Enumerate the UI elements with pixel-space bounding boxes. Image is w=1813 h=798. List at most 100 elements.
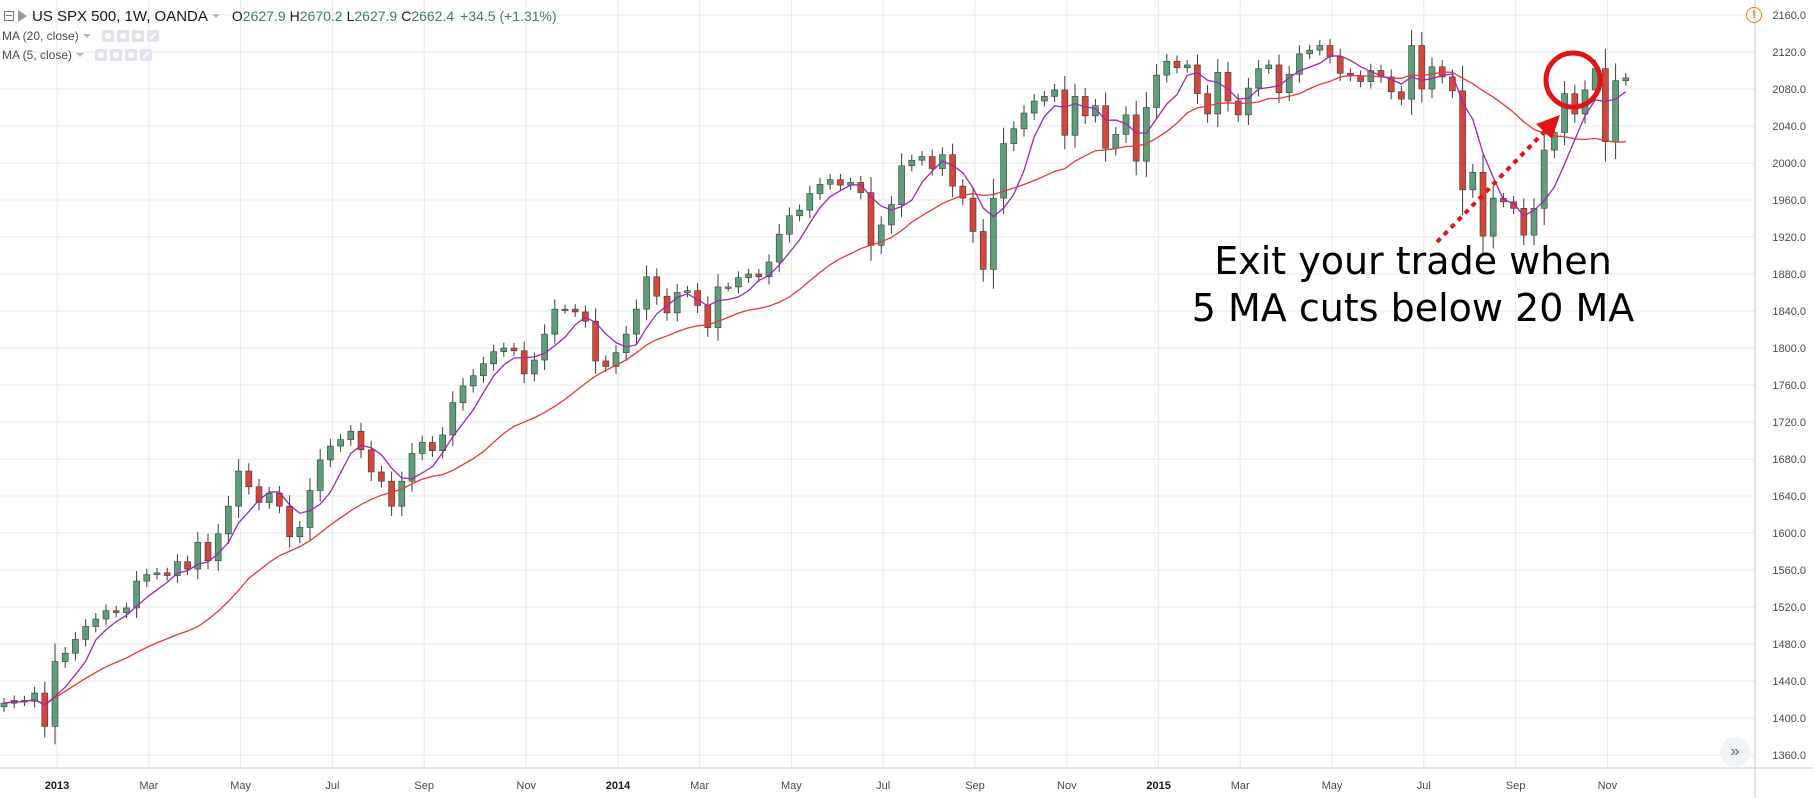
candle[interactable] <box>1102 92 1109 162</box>
candle[interactable] <box>1510 196 1517 215</box>
eye-icon[interactable] <box>95 48 108 61</box>
candle[interactable] <box>41 681 49 738</box>
candle[interactable] <box>1285 65 1293 102</box>
candle[interactable] <box>847 177 854 191</box>
candle[interactable] <box>1010 121 1018 152</box>
candle[interactable] <box>296 521 304 544</box>
candle[interactable] <box>1520 198 1528 246</box>
warning-icon[interactable]: ! <box>1746 7 1762 23</box>
candle[interactable] <box>643 265 650 321</box>
candle[interactable] <box>1255 60 1262 97</box>
ma5-line[interactable] <box>3 55 1627 706</box>
candle[interactable] <box>551 299 559 344</box>
candle[interactable] <box>561 304 569 314</box>
candle[interactable] <box>316 449 324 502</box>
candle[interactable] <box>92 613 100 633</box>
candle[interactable] <box>765 254 773 285</box>
candle[interactable] <box>1530 198 1538 246</box>
candle[interactable] <box>459 377 467 411</box>
candle[interactable] <box>1347 68 1354 82</box>
candle[interactable] <box>1336 48 1344 82</box>
candle[interactable] <box>1540 133 1548 226</box>
candle[interactable] <box>102 604 110 626</box>
candle[interactable] <box>510 342 518 356</box>
candle[interactable] <box>1204 84 1211 123</box>
candle[interactable] <box>1265 59 1273 74</box>
candle[interactable] <box>745 268 752 283</box>
candle[interactable] <box>153 567 161 580</box>
candle[interactable] <box>724 282 732 292</box>
candle[interactable] <box>1153 63 1160 119</box>
candle[interactable] <box>61 647 69 668</box>
time-axis[interactable]: 2013 Mar May Jul Sep Nov 2014 Mar May Jul Sep Nov 20… <box>45 780 1618 792</box>
candle[interactable] <box>480 356 487 383</box>
candle[interactable] <box>990 178 997 289</box>
eye-icon[interactable] <box>101 29 114 42</box>
candle[interactable] <box>1163 53 1171 83</box>
candle[interactable] <box>592 308 599 374</box>
close-icon[interactable] <box>140 48 153 61</box>
candle[interactable] <box>1245 78 1252 125</box>
chevron-down-icon[interactable] <box>76 52 85 57</box>
candle[interactable] <box>520 341 528 384</box>
candle[interactable] <box>1112 126 1120 156</box>
candle[interactable] <box>255 479 263 511</box>
candle[interactable] <box>194 532 202 580</box>
candle[interactable] <box>112 605 120 618</box>
candle[interactable] <box>225 495 232 545</box>
chevron-down-icon[interactable] <box>82 33 91 38</box>
candle[interactable] <box>969 186 977 243</box>
candle[interactable] <box>1398 85 1405 106</box>
candle[interactable] <box>235 459 242 518</box>
annotation-arrow-line[interactable] <box>1435 128 1548 244</box>
ma20-line[interactable] <box>3 71 1626 706</box>
scroll-to-realtime-button[interactable]: » <box>1720 737 1750 767</box>
candle[interactable] <box>1377 64 1385 83</box>
indicator-ma5-name[interactable]: MA (5, close) <box>2 47 73 62</box>
candle[interactable] <box>877 216 885 255</box>
candle[interactable] <box>31 686 38 708</box>
candle[interactable] <box>184 555 191 576</box>
candle[interactable] <box>796 204 803 222</box>
candle[interactable] <box>82 619 89 647</box>
candle[interactable] <box>1459 65 1466 216</box>
candle[interactable] <box>806 185 814 219</box>
candle[interactable] <box>1000 127 1007 215</box>
candle[interactable] <box>1479 154 1487 254</box>
candle[interactable] <box>469 369 477 393</box>
flag-icon[interactable] <box>18 10 27 22</box>
candle[interactable] <box>1173 55 1181 74</box>
candle[interactable] <box>357 422 365 459</box>
candle[interactable] <box>327 438 334 468</box>
more-icon[interactable] <box>131 29 144 42</box>
candle[interactable] <box>684 285 691 298</box>
candle[interactable] <box>633 299 640 344</box>
candle[interactable] <box>347 425 355 446</box>
close-icon[interactable] <box>146 29 159 42</box>
collapse-icon[interactable] <box>4 11 14 21</box>
candle[interactable] <box>133 571 140 618</box>
candle[interactable] <box>429 436 436 457</box>
candle[interactable] <box>388 471 395 516</box>
candle[interactable] <box>602 355 610 373</box>
candle[interactable] <box>1030 94 1038 121</box>
candle[interactable] <box>1612 63 1619 159</box>
candle[interactable] <box>1143 91 1150 177</box>
candle[interactable] <box>867 177 875 261</box>
candle[interactable] <box>418 435 426 461</box>
candle[interactable] <box>1408 29 1415 115</box>
chevron-down-icon[interactable] <box>211 14 220 18</box>
candle[interactable] <box>1489 185 1497 249</box>
candle[interactable] <box>204 533 212 570</box>
candle[interactable] <box>653 268 661 305</box>
candle[interactable] <box>1275 54 1283 103</box>
candle[interactable] <box>816 177 824 200</box>
candle[interactable] <box>786 207 793 243</box>
candle[interactable] <box>163 567 171 581</box>
candle[interactable] <box>714 273 722 341</box>
candle[interactable] <box>1214 59 1222 128</box>
candle[interactable] <box>612 345 620 374</box>
candle[interactable] <box>735 271 742 294</box>
